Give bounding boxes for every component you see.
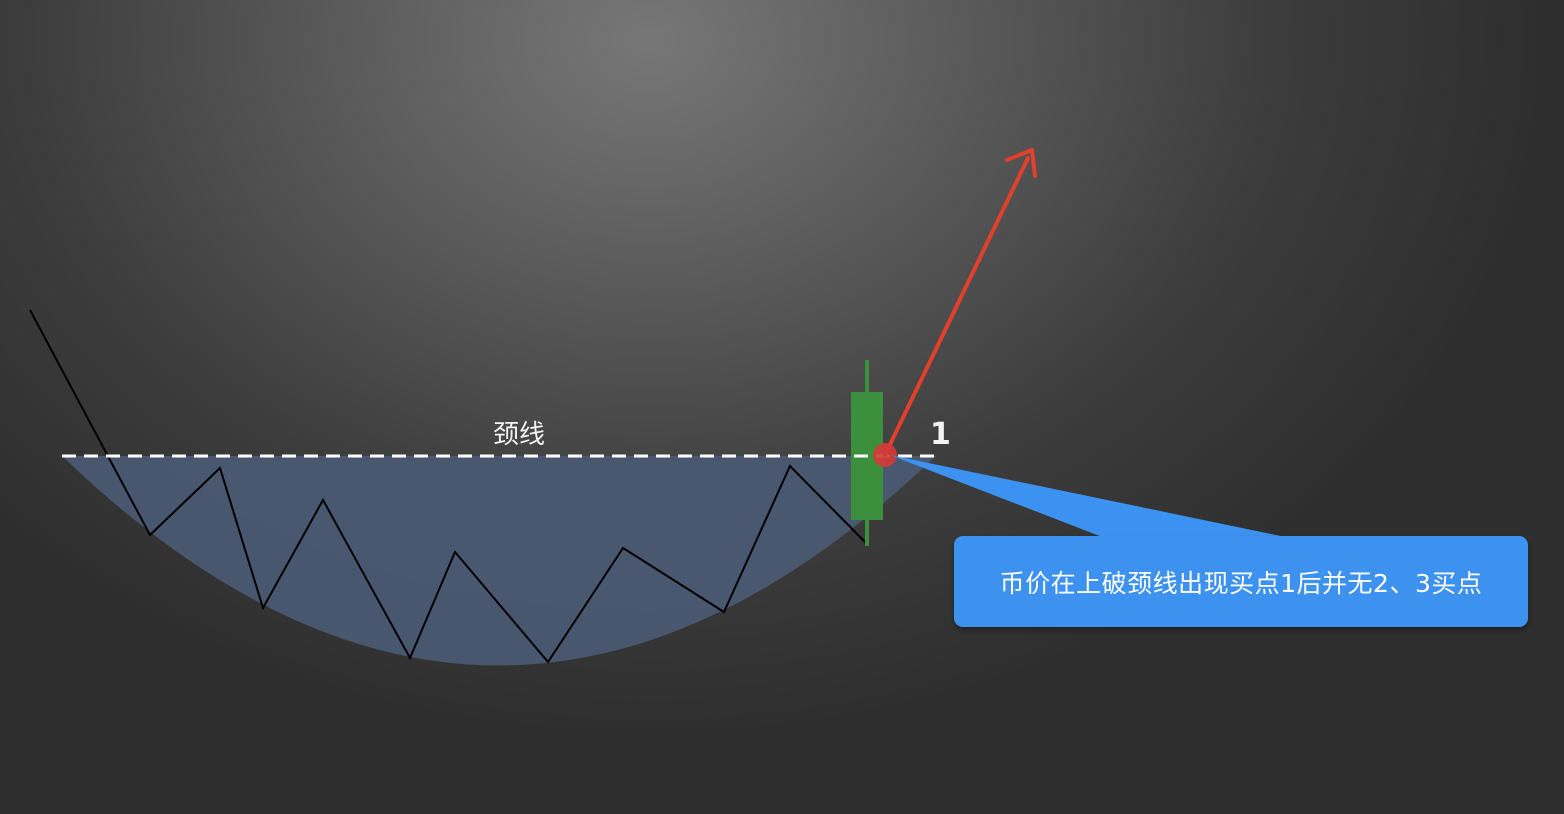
neckline-label: 颈线 — [493, 420, 545, 450]
price-path-line — [29, 309, 869, 664]
callout-pointer — [890, 455, 1300, 540]
callout-box — [954, 536, 1528, 627]
breakout-arrow — [883, 148, 1037, 457]
rounding-bottom-area — [62, 456, 936, 666]
callout-text: 币价在上破颈线出现买点1后并无2、3买点 — [999, 569, 1483, 598]
buy-point-label: 1 — [930, 417, 951, 452]
buy-point-marker — [873, 443, 897, 467]
arrow-shaft — [883, 156, 1030, 457]
arrow-head — [1005, 148, 1037, 178]
